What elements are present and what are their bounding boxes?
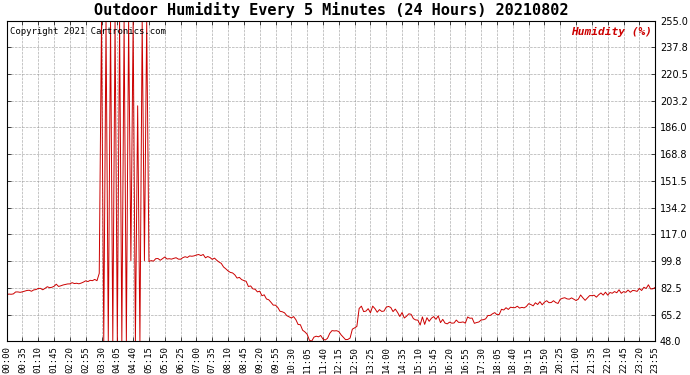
- Text: Humidity (%): Humidity (%): [571, 27, 652, 37]
- Text: Copyright 2021 Cartronics.com: Copyright 2021 Cartronics.com: [10, 27, 166, 36]
- Title: Outdoor Humidity Every 5 Minutes (24 Hours) 20210802: Outdoor Humidity Every 5 Minutes (24 Hou…: [94, 2, 568, 18]
